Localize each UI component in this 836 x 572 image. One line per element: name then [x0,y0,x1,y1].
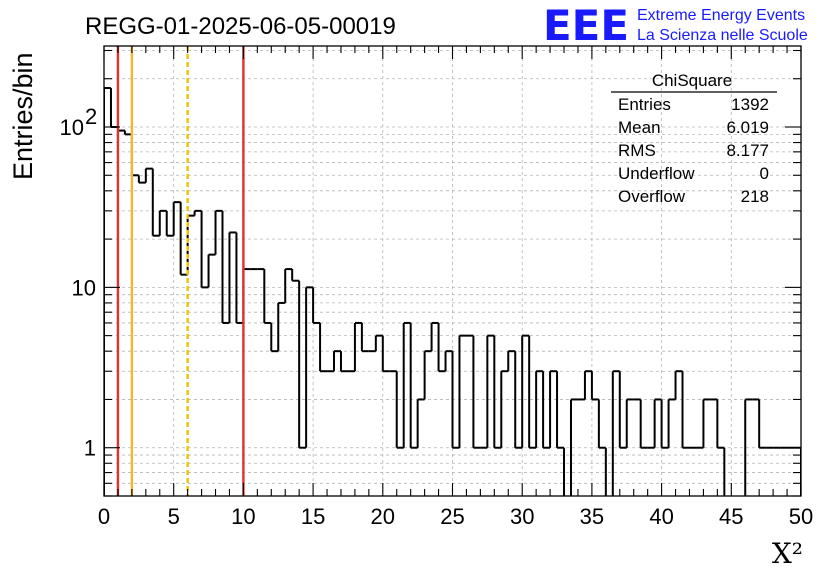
x-tick-label: 30 [510,504,534,529]
plot-frame [103,45,802,497]
eee-logo-line1: Extreme Energy Events [637,7,805,24]
stats-row-label: Mean [618,118,661,137]
stats-row-label: Entries [618,95,671,114]
stats-row-label: Overflow [618,187,686,206]
x-tick-label: 40 [649,504,673,529]
stats-row-value: 0 [760,164,769,183]
x-tick-label: 15 [301,504,325,529]
vertical-markers [116,46,245,496]
y-tick-label: 10 [60,115,84,140]
y-tick-label: 1 [84,436,96,461]
axis-ticks [103,46,802,497]
eee-logo-line2: La Scienza nelle Scuole [637,27,808,44]
y-axis-label: Entries/bin [8,52,38,180]
x-tick-label: 10 [231,504,255,529]
stats-row-label: Underflow [618,164,695,183]
x-tick-label: 25 [440,504,464,529]
x-axis-label: X² [772,537,803,570]
y-tick-exponent: 2 [85,104,97,129]
x-tick-label: 20 [371,504,395,529]
x-tick-label: 0 [98,504,110,529]
stats-row-label: RMS [618,141,656,160]
eee-logo-mark: EEE [543,1,629,50]
stats-title: ChiSquare [652,71,732,90]
stats-row-value: 8.177 [726,141,769,160]
stats-row-value: 1392 [731,95,769,114]
x-tick-label: 35 [580,504,604,529]
x-tick-label: 5 [168,504,180,529]
chart-title: REGG-01-2025-06-05-00019 [85,13,396,40]
histogram-line [104,87,801,496]
x-tick-label: 45 [719,504,743,529]
eee-logo: EEE Extreme Energy Events La Scienza nel… [543,1,808,50]
y-tick-label: 10 [72,275,96,300]
stats-row-value: 218 [741,187,769,206]
stats-rows: Entries 1392 Mean 6.019 RMS 8.177 Underflow 0 Ov… [618,95,769,206]
stats-box: ChiSquare Entries 1392 Mean 6.019 RMS 8.177 Un… [611,71,777,206]
stats-row-value: 6.019 [726,118,769,137]
x-tick-label: 50 [789,504,813,529]
